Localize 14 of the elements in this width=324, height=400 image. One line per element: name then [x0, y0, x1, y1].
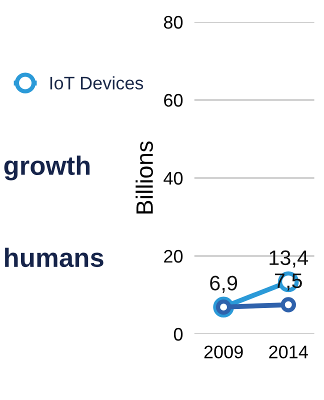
y-tick-label: 0: [174, 328, 183, 341]
x-tick-label: 2014: [269, 346, 308, 358]
y-axis-title: Billions: [136, 141, 153, 214]
data-label: 13,4: [270, 250, 308, 268]
y-tick-label: 80: [164, 16, 183, 29]
point: [280, 297, 296, 312]
text: humans: [5, 248, 104, 268]
data-label: 6,9: [210, 276, 238, 293]
legend-label: IoT Devices: [50, 76, 144, 90]
x-tick-label: 2009: [204, 346, 243, 358]
y-tick-label: 40: [164, 172, 183, 185]
y-tick-label: 60: [164, 94, 183, 107]
y-tick-label: 20: [164, 250, 183, 263]
text: growth: [4, 156, 90, 180]
